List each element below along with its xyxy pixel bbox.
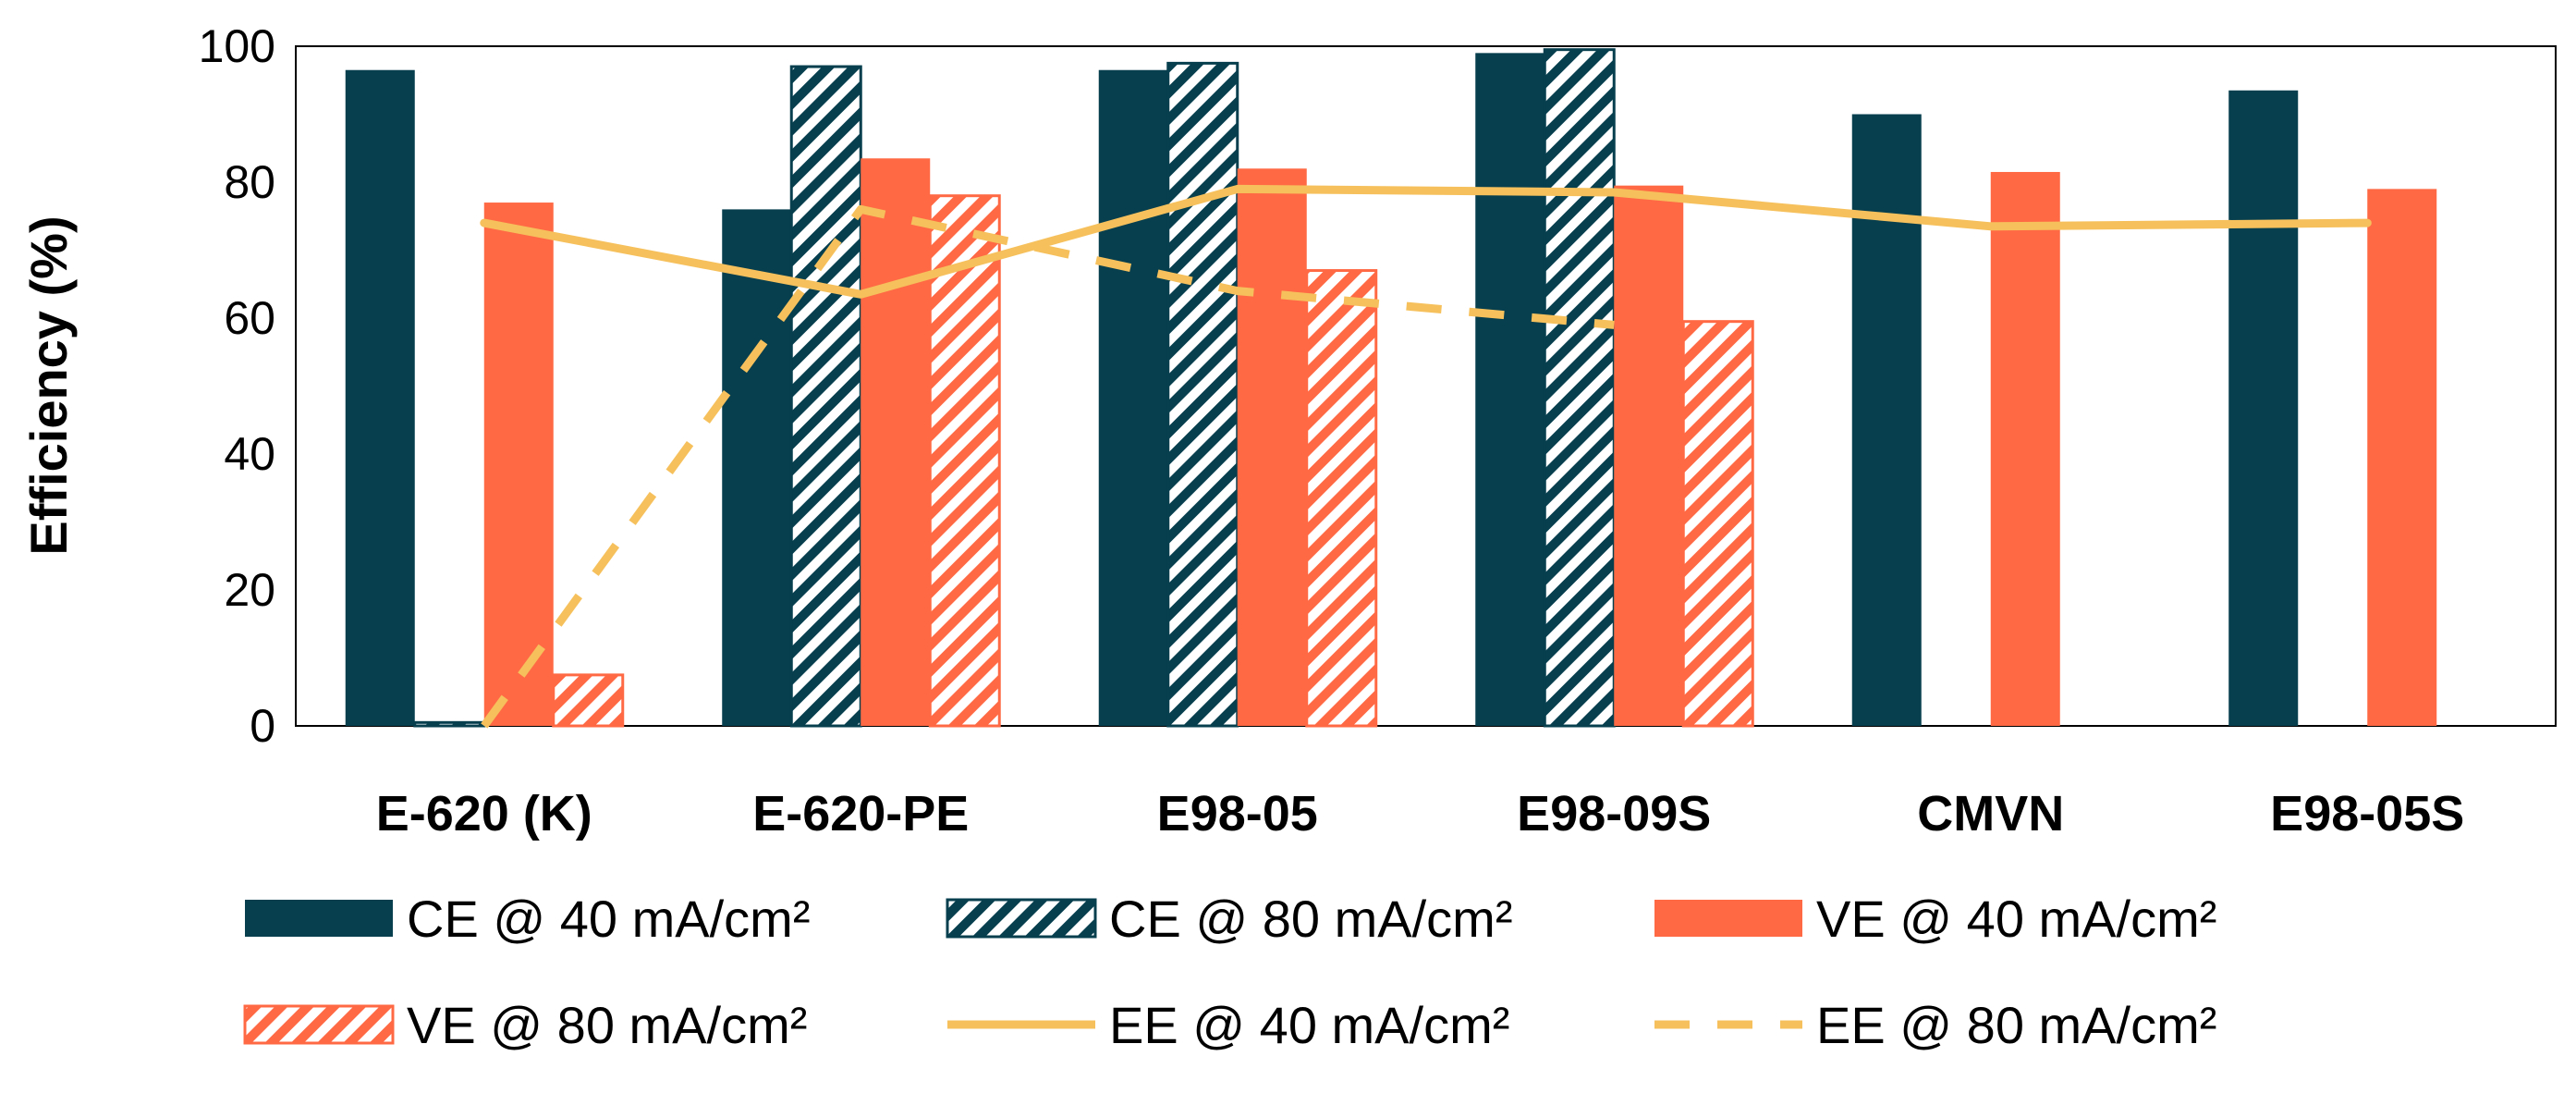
y-axis-ticks: 0 20 40 60 80 100 (199, 20, 275, 752)
legend-swatch-ve-80-ma-cm (243, 1004, 395, 1045)
legend-label-ee-40-ma-cm: EE @ 40 mA/cm² (1109, 996, 1509, 1054)
bar-ce-80-ma-cm-e98-05 (1166, 61, 1239, 728)
bar-ve-40-ma-cm-e-620-pe (861, 158, 931, 726)
y-axis-label: Efficiency (%) (19, 215, 78, 555)
x-tick-label: E98-05 (1157, 786, 1318, 841)
legend-swatch-ve-40-ma-cm (1654, 900, 1802, 937)
legend-label-ee-80-ma-cm: EE @ 80 mA/cm² (1816, 996, 2216, 1054)
x-tick-label: E98-05S (2270, 786, 2464, 841)
bar-ve-80-ma-cm-e98-09s (1681, 320, 1754, 728)
bar-ve-40-ma-cm-e98-05 (1237, 168, 1307, 727)
bar-ce-40-ma-cm-e98-09s (1475, 53, 1545, 727)
y-tick-label: 20 (224, 564, 275, 616)
bar-ce-40-ma-cm-e-620-pe (722, 209, 792, 726)
legend-swatch-ce-40-ma-cm (245, 900, 393, 937)
legend-label-ve-40-ma-cm: VE @ 40 mA/cm² (1816, 890, 2216, 948)
bar-ce-80-ma-cm-e98-09s (1543, 48, 1616, 728)
bar-ve-40-ma-cm-e-620-k (483, 203, 554, 727)
bar-ce-40-ma-cm-e98-05 (1098, 69, 1168, 727)
bar-ve-40-ma-cm-cmvn (1990, 171, 2060, 727)
bar-ve-40-ma-cm-e98-05s (2367, 189, 2437, 727)
bar-ve-40-ma-cm-e98-09s (1614, 185, 1684, 727)
y-tick-label: 100 (199, 20, 275, 72)
bar-ve-80-ma-cm-e-620-pe (928, 194, 1001, 728)
x-tick-label: CMVN (1917, 786, 2064, 841)
line-ee-40-ma-cm (480, 184, 2372, 299)
x-tick-label: E98-09S (1517, 786, 1711, 841)
bar-ce-40-ma-cm-e-620-k (345, 69, 415, 727)
bars (345, 48, 2437, 728)
x-tick-label: E-620-PE (752, 786, 969, 841)
bar-ve-80-ma-cm-e-620-k (552, 673, 625, 728)
y-tick-label: 40 (224, 428, 275, 480)
y-tick-label: 60 (224, 292, 275, 344)
plot-area (295, 45, 2557, 727)
legend-label-ce-40-ma-cm: CE @ 40 mA/cm² (407, 890, 810, 948)
bar-ve-80-ma-cm-e98-05 (1305, 269, 1378, 728)
legend: CE @ 40 mA/cm² CE @ 80 mA/cm² VE @ 40 mA/c… (243, 890, 2216, 1054)
y-tick-label: 0 (250, 700, 275, 752)
bar-ce-40-ma-cm-cmvn (1851, 114, 1922, 726)
x-axis-categories: E-620 (K) E-620-PE E98-05 E98-09S CMVN E98-05… (376, 786, 2465, 841)
legend-label-ve-80-ma-cm: VE @ 80 mA/cm² (407, 996, 807, 1054)
bar-ce-80-ma-cm-e-620-pe (789, 65, 862, 728)
x-tick-label: E-620 (K) (376, 786, 592, 841)
line-ee-80-ma-cm (481, 204, 1615, 729)
bar-ce-40-ma-cm-e98-05s (2228, 90, 2299, 726)
lines (480, 184, 2372, 729)
y-tick-label: 80 (224, 156, 275, 208)
legend-label-ce-80-ma-cm: CE @ 80 mA/cm² (1109, 890, 1512, 948)
legend-swatch-ce-80-ma-cm (946, 898, 1097, 939)
bar-ce-80-ma-cm-e-620-k (413, 720, 486, 728)
